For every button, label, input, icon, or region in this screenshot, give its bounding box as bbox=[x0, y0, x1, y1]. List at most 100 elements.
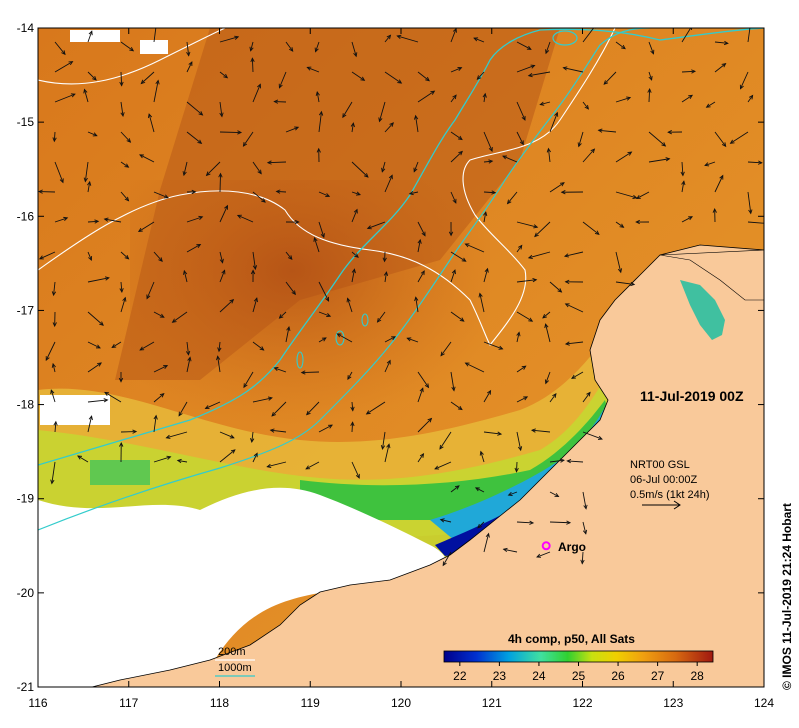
current-vector-head bbox=[518, 244, 523, 250]
current-vector-head bbox=[378, 117, 383, 123]
current-vector bbox=[384, 34, 391, 43]
current-vector bbox=[747, 161, 762, 164]
current-vector bbox=[111, 341, 122, 348]
current-vector bbox=[342, 101, 353, 118]
current-vector-head bbox=[61, 50, 66, 56]
king-sound bbox=[680, 280, 725, 340]
current-vector bbox=[250, 41, 254, 51]
lat-tick-label: -14 bbox=[17, 21, 35, 35]
current-vector-head bbox=[559, 458, 565, 463]
current-vector bbox=[140, 71, 155, 84]
current-vector-head bbox=[486, 389, 492, 395]
current-vector-head bbox=[539, 101, 545, 106]
current-vector bbox=[681, 216, 693, 223]
current-vector-head bbox=[719, 174, 724, 180]
current-vector-head bbox=[300, 370, 306, 375]
current-vector-head bbox=[159, 313, 165, 318]
current-vector bbox=[120, 281, 123, 293]
current-vector-head bbox=[749, 21, 752, 25]
current-vector bbox=[582, 148, 595, 163]
current-vector bbox=[417, 388, 424, 403]
current-vector bbox=[681, 70, 696, 73]
current-vector-head bbox=[521, 365, 527, 370]
current-vector-head bbox=[97, 362, 102, 367]
current-vector bbox=[384, 71, 402, 84]
current-vector-head bbox=[516, 331, 521, 337]
current-vector bbox=[54, 421, 57, 433]
current-vector-head bbox=[325, 193, 331, 198]
current-vector bbox=[417, 418, 432, 433]
current-vector bbox=[549, 112, 558, 133]
current-vector bbox=[450, 269, 456, 283]
map-axes: 116 117 118 119 120 121 122 123 124 -14 -15 -16 -17 -… bbox=[17, 21, 775, 710]
current-vector bbox=[219, 131, 242, 133]
current-vector-head bbox=[198, 111, 204, 116]
current-vector-head bbox=[627, 151, 633, 156]
current-vector bbox=[516, 311, 533, 322]
current-vector-head bbox=[439, 444, 444, 450]
current-vector bbox=[252, 191, 266, 203]
current-vector bbox=[516, 131, 524, 145]
current-vector-head bbox=[530, 428, 536, 433]
current-vector bbox=[206, 161, 221, 176]
current-vector bbox=[549, 393, 557, 403]
current-vector-head bbox=[425, 76, 430, 82]
no-data-region bbox=[70, 30, 120, 42]
current-vector-head bbox=[566, 520, 572, 525]
current-vector bbox=[153, 191, 169, 199]
isobath-1000m bbox=[361, 313, 369, 327]
current-vector-head bbox=[77, 455, 82, 460]
current-vector-head bbox=[554, 492, 560, 497]
current-vector-head bbox=[478, 292, 483, 298]
current-vector-head bbox=[204, 405, 210, 410]
current-vector-head bbox=[315, 90, 320, 96]
current-vector bbox=[483, 390, 491, 403]
current-vector bbox=[186, 61, 193, 73]
current-vector-head bbox=[376, 317, 382, 323]
current-vector bbox=[87, 341, 101, 349]
current-vector-head bbox=[50, 389, 55, 395]
current-vector-head bbox=[528, 317, 534, 322]
current-vector-head bbox=[257, 169, 262, 175]
current-vector bbox=[582, 431, 603, 440]
current-vector-head bbox=[186, 51, 191, 57]
current-vector bbox=[251, 431, 254, 443]
current-vector bbox=[218, 341, 221, 352]
current-vector-head bbox=[621, 44, 626, 50]
current-vector-head bbox=[502, 155, 508, 160]
current-vector-head bbox=[221, 269, 226, 275]
current-vector bbox=[598, 129, 617, 133]
current-vector-head bbox=[278, 314, 284, 319]
current-vector bbox=[531, 429, 551, 433]
current-vector-head bbox=[544, 323, 549, 329]
lat-tick-label: -19 bbox=[17, 492, 35, 506]
current-vector-head bbox=[269, 428, 275, 433]
current-vector bbox=[480, 451, 485, 463]
current-vector-head bbox=[355, 191, 361, 196]
current-vector-head bbox=[92, 132, 98, 137]
lon-tick-label: 117 bbox=[119, 696, 138, 710]
current-vector bbox=[681, 181, 685, 193]
current-vector-head bbox=[365, 410, 371, 415]
colorbar-tick-label: 26 bbox=[611, 669, 625, 683]
current-vector bbox=[578, 131, 584, 147]
current-vector-head bbox=[252, 265, 258, 271]
current-vector-head bbox=[325, 296, 330, 302]
current-vector-head bbox=[665, 157, 671, 162]
current-vector bbox=[120, 161, 129, 168]
current-vector bbox=[252, 453, 258, 463]
current-vector bbox=[516, 65, 535, 73]
current-vector-head bbox=[70, 93, 76, 98]
credit-text: © IMOS 11-Jul-2019 21:24 Hobart bbox=[780, 503, 794, 690]
current-vector-head bbox=[721, 142, 727, 148]
current-vector-head bbox=[266, 160, 272, 165]
current-vector bbox=[318, 424, 333, 433]
current-vector-head bbox=[50, 479, 55, 485]
current-vector bbox=[351, 461, 360, 479]
current-vector-head bbox=[355, 473, 360, 479]
current-vector-head bbox=[577, 142, 582, 148]
current-vector bbox=[285, 326, 290, 343]
current-vector bbox=[545, 371, 551, 384]
current-vector-head bbox=[552, 392, 557, 398]
current-vector bbox=[545, 41, 551, 54]
